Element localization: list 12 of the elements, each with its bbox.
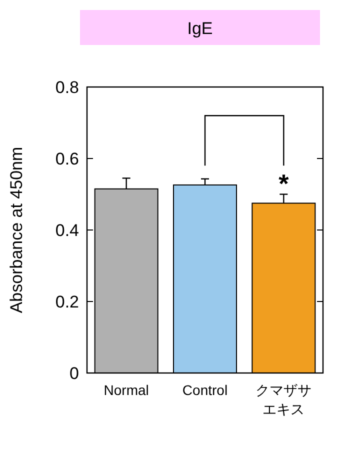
y-tick-label: 0.6 — [55, 150, 79, 168]
chart-title: IgE — [187, 19, 213, 38]
annotation: * — [278, 168, 290, 198]
title: IgE — [80, 10, 320, 45]
y-tick-label: 0.8 — [55, 78, 79, 97]
x-tick-label: クマザサエキス — [256, 382, 312, 417]
y-tick-label: 0.2 — [55, 292, 79, 312]
x-tick-label: Normal — [104, 382, 149, 398]
x-tick-label: Control — [182, 382, 228, 398]
y-tick-label: 0 — [70, 364, 79, 383]
y-axis-title: Absorbance at 450nm — [7, 146, 26, 314]
y-tick-label: 0.4 — [55, 221, 79, 240]
